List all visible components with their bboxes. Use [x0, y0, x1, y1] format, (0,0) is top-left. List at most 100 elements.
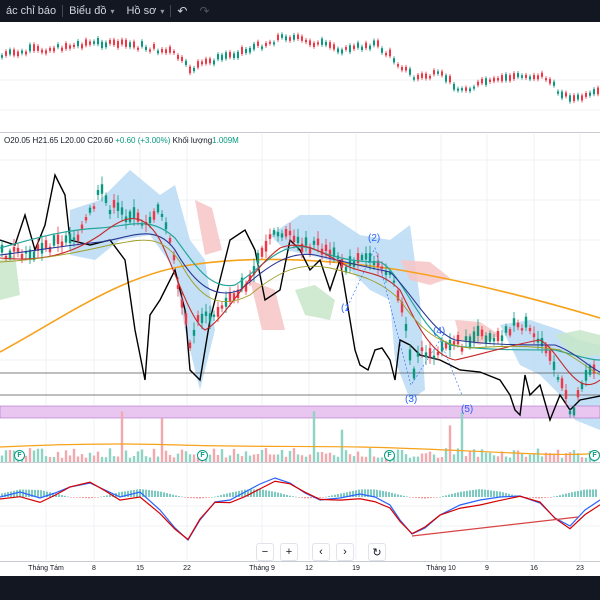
macd-bar	[46, 491, 48, 497]
candle	[56, 234, 60, 245]
candle	[380, 266, 384, 269]
overview-candle	[557, 91, 559, 94]
candle	[452, 341, 456, 345]
candle	[472, 331, 476, 343]
profile-menu[interactable]: Hồ sơ ▾	[120, 0, 170, 22]
overview-candle	[193, 67, 195, 72]
chart-menu[interactable]: Biểu đồ ▾	[63, 0, 120, 22]
zoom-in-button[interactable]: +	[280, 543, 298, 561]
indicators-label: ác chỉ báo	[6, 5, 57, 17]
chart-menu-label: Biểu đồ	[69, 5, 107, 17]
macd-bar	[64, 495, 66, 497]
undo-icon[interactable]: ↶	[177, 4, 188, 18]
financials-marker[interactable]: F	[14, 450, 25, 461]
macd-bar	[592, 489, 594, 497]
volume-bar	[52, 456, 56, 462]
scroll-left-button[interactable]: ‹	[312, 543, 330, 561]
macd-bar	[220, 495, 222, 497]
macd-bar	[91, 497, 93, 499]
volume-bar	[284, 456, 288, 462]
pane-divider[interactable]	[0, 462, 600, 463]
candle	[512, 318, 516, 326]
scroll-right-button[interactable]: ›	[336, 543, 354, 561]
volume-bar	[148, 457, 152, 462]
candle	[64, 235, 68, 243]
time-tick: 9	[485, 565, 489, 572]
overview-candle	[329, 42, 331, 48]
overview-candle	[489, 79, 491, 82]
overview-candle	[293, 34, 295, 40]
macd-bar	[82, 497, 84, 498]
candle	[104, 195, 108, 204]
bottom-bar	[0, 576, 600, 600]
overview-candle	[81, 44, 83, 49]
overview-candle	[445, 75, 447, 82]
macd-bar	[223, 494, 225, 497]
macd-bar	[499, 491, 501, 497]
financials-marker[interactable]: F	[197, 450, 208, 461]
candle	[572, 407, 576, 416]
macd-bar	[334, 494, 336, 497]
candle	[20, 254, 24, 259]
volume-bar	[28, 448, 32, 462]
overview-candle	[365, 42, 367, 49]
zoom-out-button[interactable]: −	[256, 543, 274, 561]
macd-bar	[442, 496, 444, 497]
candle	[544, 345, 548, 354]
pane-divider[interactable]	[0, 132, 600, 133]
macd-bar	[415, 497, 417, 498]
macd-bar	[568, 492, 570, 497]
macd-bar	[565, 493, 567, 497]
macd-bar	[388, 492, 390, 497]
overview-candle	[1, 55, 3, 58]
candle	[40, 242, 44, 254]
candle	[208, 313, 212, 322]
financials-marker[interactable]: F	[384, 450, 395, 461]
candle	[128, 211, 132, 223]
macd-bar	[283, 494, 285, 497]
wave-label-3: (3)	[405, 394, 418, 405]
volume-bar	[80, 454, 84, 462]
volume-bar	[260, 449, 264, 462]
overview-candle	[101, 41, 103, 49]
macd-bar	[418, 497, 420, 499]
macd-bar	[157, 491, 159, 497]
macd-bar	[307, 497, 309, 499]
volume-bar	[444, 448, 448, 462]
overview-candle	[113, 39, 115, 46]
overview-candle	[325, 41, 327, 46]
overview-candle	[17, 51, 19, 57]
candle	[496, 330, 500, 342]
time-axis[interactable]: Tháng Tám 8 15 22 Tháng 9 12 19 Tháng 10…	[0, 562, 600, 576]
redo-icon[interactable]: ↷	[199, 4, 210, 18]
reset-chart-button[interactable]: ↻	[368, 543, 386, 561]
candle	[440, 341, 444, 352]
macd-bar	[172, 494, 174, 497]
overview-candle	[225, 52, 227, 59]
candle	[256, 252, 260, 264]
overview-candle	[497, 77, 499, 81]
low-value: L20.00	[60, 136, 85, 145]
macd-bar	[286, 494, 288, 497]
volume-bar	[572, 450, 576, 462]
overview-candle	[165, 49, 167, 54]
indicators-menu[interactable]: ác chỉ báo	[0, 0, 62, 22]
macd-bar	[169, 493, 171, 497]
candle	[232, 293, 236, 301]
financials-marker[interactable]: F	[589, 450, 600, 461]
candle	[432, 355, 436, 359]
candle	[404, 323, 408, 331]
volume-bar	[60, 457, 64, 462]
overview-candle	[121, 39, 123, 45]
volume-bar	[0, 455, 4, 462]
volume-bar	[180, 449, 184, 462]
macd-bar	[217, 495, 219, 497]
volume-bar	[40, 448, 44, 462]
macd-bar	[595, 489, 597, 497]
candle	[96, 189, 100, 195]
price-chart[interactable]	[0, 22, 600, 598]
macd-bar	[61, 495, 63, 497]
macd-bar	[478, 489, 480, 497]
overview-candle	[389, 49, 391, 57]
candle	[8, 250, 12, 259]
